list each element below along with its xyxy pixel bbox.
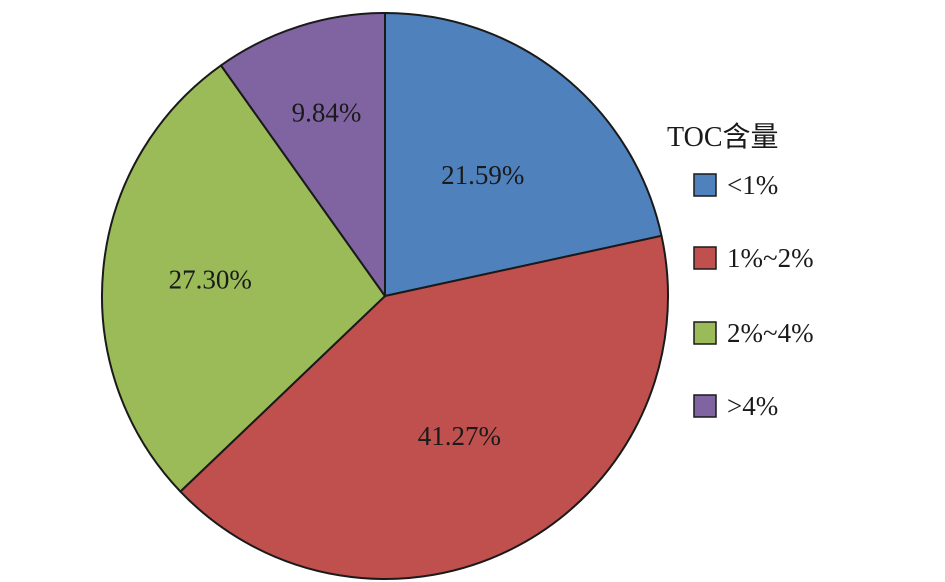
slice-label-gt-4: 9.84% xyxy=(292,98,362,128)
legend-swatch-2-4 xyxy=(693,321,717,345)
legend-items: <1% 1%~2% 2%~4% >4% xyxy=(693,170,814,421)
legend-label-1-2: 1%~2% xyxy=(727,243,814,273)
slice-label-1-2: 41.27% xyxy=(418,421,501,451)
legend-swatch-1-2 xyxy=(693,246,717,270)
legend-title: TOC含量 xyxy=(667,121,779,153)
pie-slice-2-4 xyxy=(101,64,386,493)
pie-slice-labels: 21.59% 41.27% 27.30% 9.84% xyxy=(169,98,525,451)
legend-label-lt-1: <1% xyxy=(727,170,778,200)
pie-slice-1-2 xyxy=(179,234,669,580)
pie-slice-lt-1 xyxy=(384,12,663,297)
slice-label-2-4: 27.30% xyxy=(169,264,252,294)
pie-slice-gt-4 xyxy=(219,12,386,297)
legend-label-gt-4: >4% xyxy=(727,391,778,421)
pie-slices xyxy=(101,12,669,580)
slice-label-lt-1: 21.59% xyxy=(441,160,524,190)
legend-swatch-lt-1 xyxy=(693,173,717,197)
legend-label-2-4: 2%~4% xyxy=(727,318,814,348)
legend: TOC含量 <1% 1%~2% 2%~4% >4% xyxy=(667,121,814,421)
legend-swatch-gt-4 xyxy=(693,394,717,418)
